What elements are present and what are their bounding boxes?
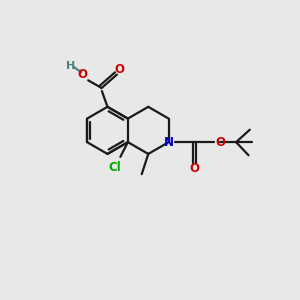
Text: H: H <box>66 61 76 70</box>
Text: O: O <box>114 63 124 76</box>
Text: O: O <box>215 136 225 148</box>
Text: O: O <box>78 68 88 81</box>
Text: N: N <box>164 136 174 148</box>
Text: O: O <box>189 163 199 176</box>
Text: Cl: Cl <box>108 161 121 174</box>
